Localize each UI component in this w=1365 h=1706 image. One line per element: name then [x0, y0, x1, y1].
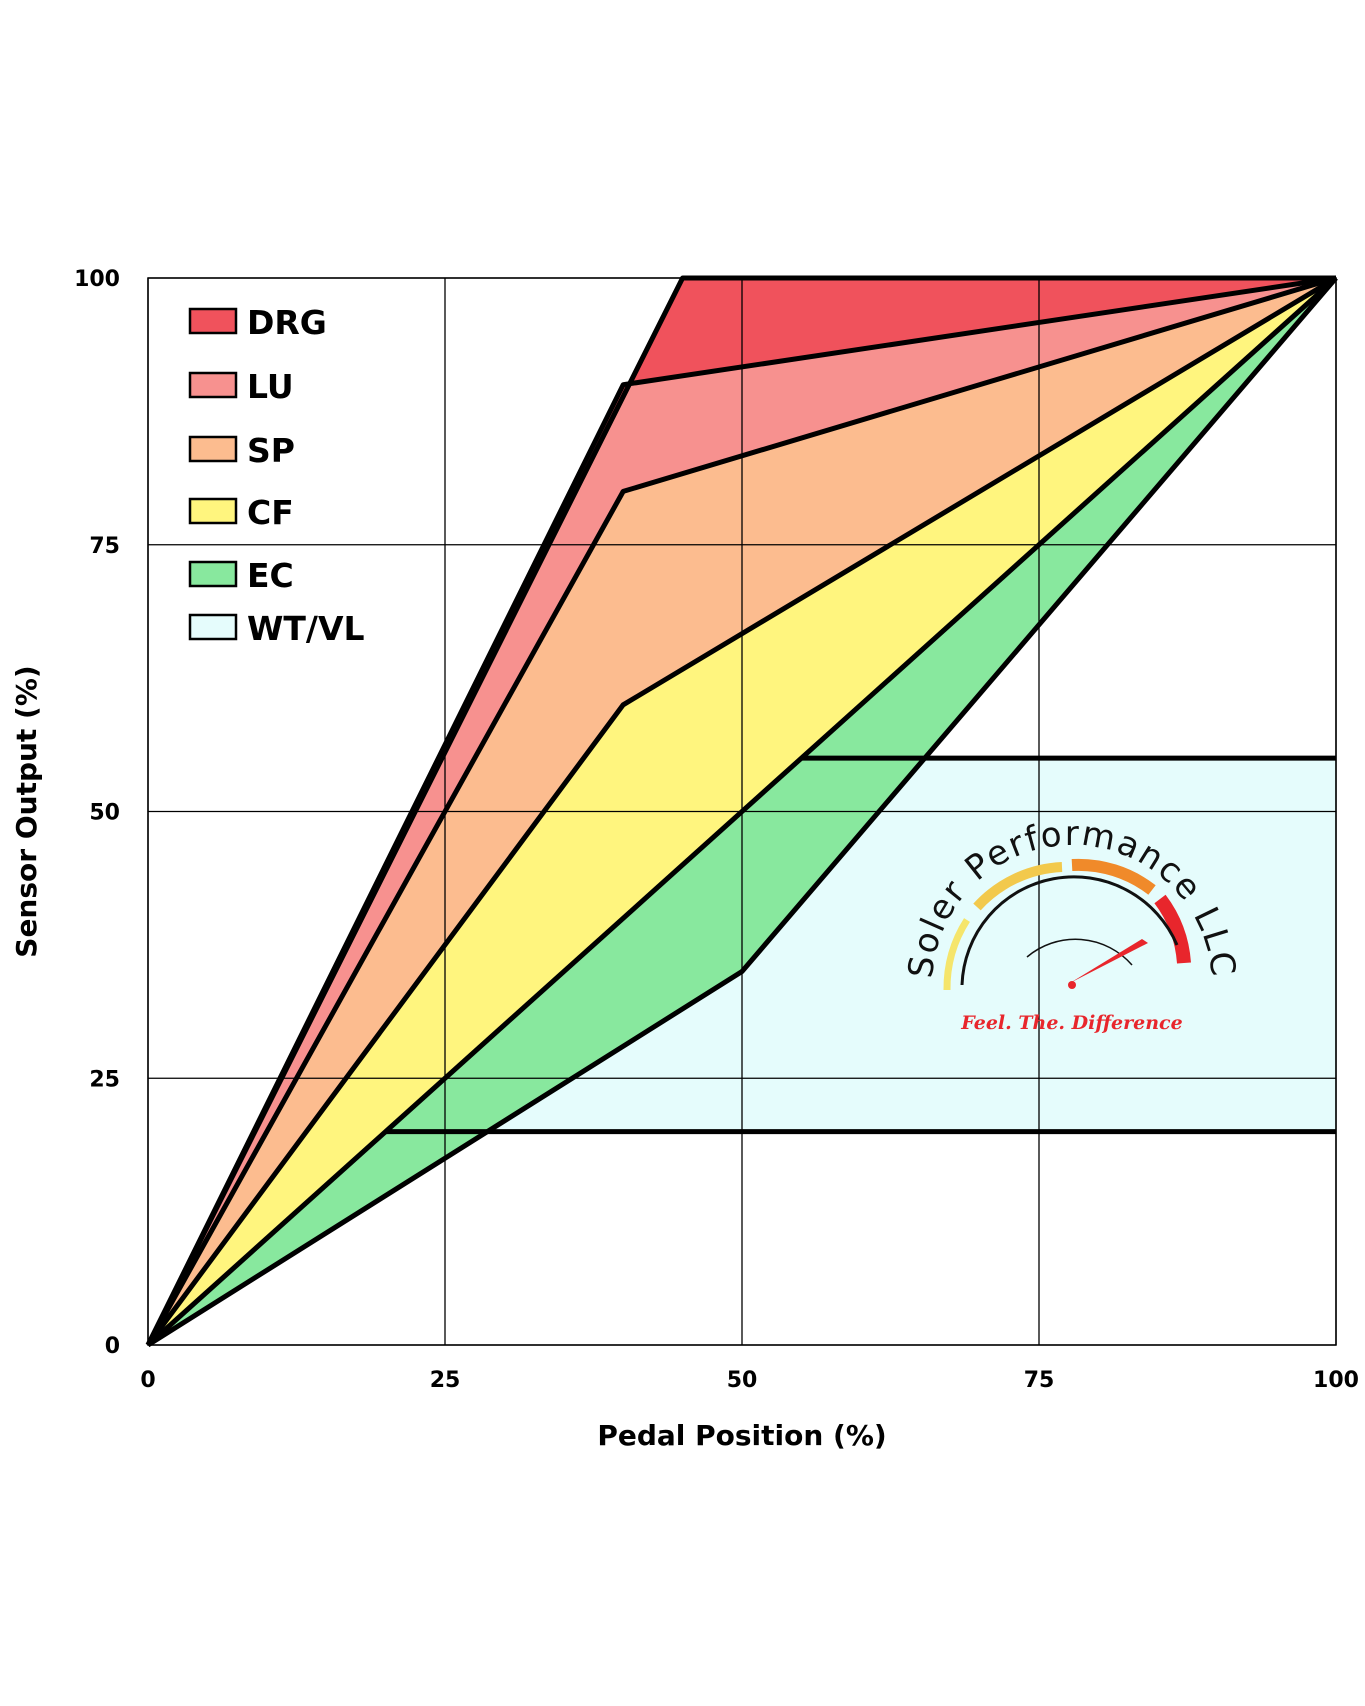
x-tick-label: 25 — [430, 1368, 461, 1393]
boundary-cf-lower — [146, 276, 1338, 1347]
y-tick-label: 0 — [105, 1334, 120, 1359]
y-tick-label: 50 — [89, 801, 120, 826]
logo-tagline: Feel. The. Difference — [960, 1012, 1182, 1034]
legend-label-cf: CF — [247, 493, 294, 532]
tick-labels: 0 25 50 75 100 0 25 50 75 100 — [74, 267, 1359, 1393]
legend-label-ec: EC — [247, 556, 294, 595]
x-axis-label: Pedal Position (%) — [597, 1419, 886, 1452]
y-axis-label: Sensor Output (%) — [10, 665, 43, 957]
legend-swatch-wt-vl — [188, 613, 238, 641]
legend-label-sp: SP — [247, 431, 295, 470]
x-tick-label: 100 — [1313, 1368, 1359, 1393]
x-tick-label: 50 — [727, 1368, 758, 1393]
boundary-ec-lower — [146, 276, 1338, 1348]
legend-swatch-sp — [188, 435, 238, 463]
y-tick-label: 75 — [89, 534, 120, 559]
legend-swatch-lu — [188, 371, 238, 399]
x-tick-label: 75 — [1024, 1368, 1055, 1393]
series-boundaries — [145, 275, 1338, 1348]
legend-label-drg: DRG — [247, 303, 327, 342]
y-tick-label: 25 — [89, 1067, 120, 1092]
legend: DRG LU SP CF EC WT/VL — [188, 303, 365, 648]
y-tick-label: 100 — [74, 267, 120, 292]
boundary-drg-lower — [145, 275, 1337, 1347]
boundary-lu-lower — [145, 275, 1337, 1347]
legend-label-lu: LU — [247, 367, 294, 406]
legend-swatch-ec — [188, 560, 238, 588]
boundary-sp-lower — [145, 275, 1338, 1347]
legend-swatch-cf — [188, 497, 238, 525]
legend-label-wt-vl: WT/VL — [247, 609, 365, 648]
legend-swatch-drg — [188, 307, 238, 335]
x-tick-label: 0 — [140, 1368, 155, 1393]
